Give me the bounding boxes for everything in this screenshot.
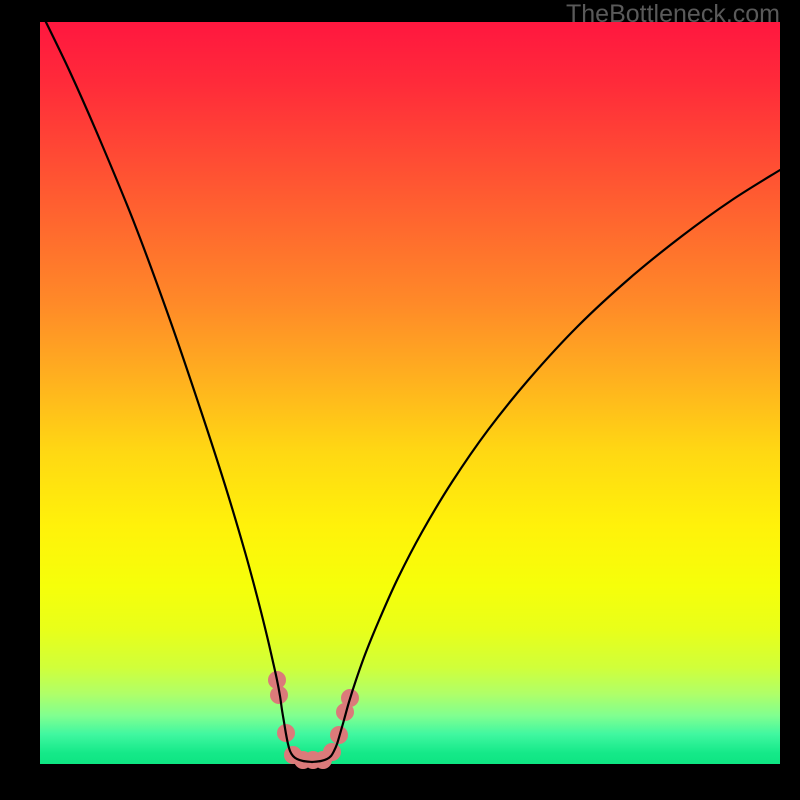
curve-left-branch [40,10,312,762]
chart-container: TheBottleneck.com [0,0,800,800]
data-point-marker [324,744,341,761]
curve-right-branch [312,170,780,762]
watermark-text: TheBottleneck.com [566,0,780,29]
curve-overlay [0,0,800,800]
